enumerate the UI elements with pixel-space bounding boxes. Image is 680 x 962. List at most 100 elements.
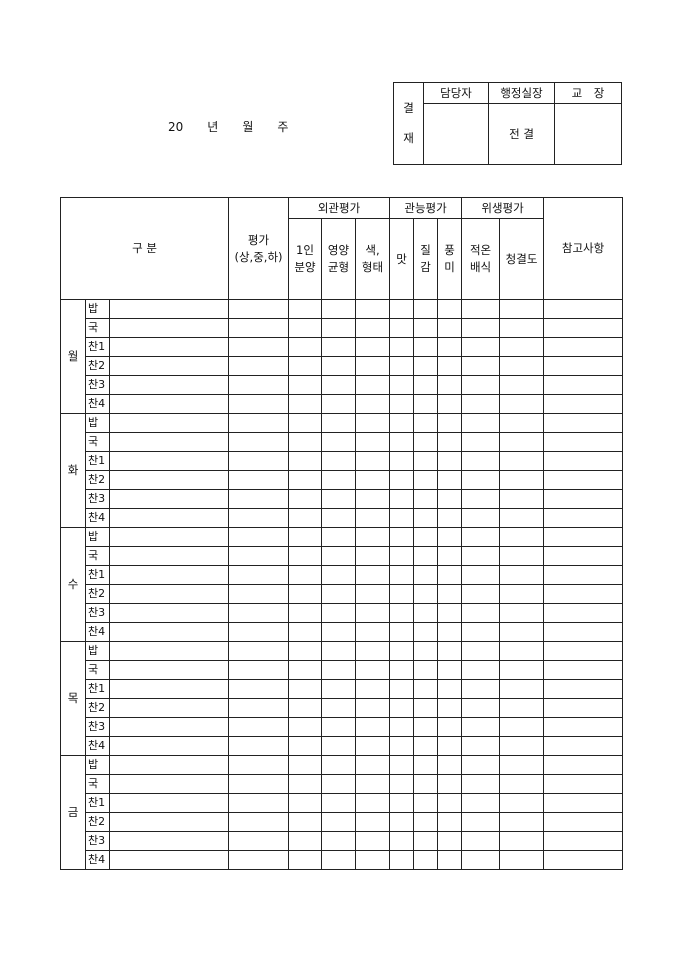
entry-cell[interactable] [228, 812, 289, 832]
entry-cell[interactable] [109, 622, 229, 642]
entry-cell[interactable] [228, 318, 289, 338]
entry-cell[interactable] [499, 679, 545, 699]
entry-cell[interactable] [389, 812, 415, 832]
entry-cell[interactable] [499, 375, 545, 395]
entry-cell[interactable] [109, 641, 229, 661]
entry-cell[interactable] [543, 774, 624, 794]
entry-cell[interactable] [389, 489, 415, 509]
entry-cell[interactable] [228, 546, 289, 566]
entry-cell[interactable] [499, 793, 545, 813]
approval-sign-admin[interactable]: 전 결 [488, 103, 555, 165]
entry-cell[interactable] [288, 622, 322, 642]
entry-cell[interactable] [499, 660, 545, 680]
entry-cell[interactable] [413, 394, 439, 414]
entry-cell[interactable] [413, 622, 439, 642]
entry-cell[interactable] [413, 337, 439, 357]
entry-cell[interactable] [461, 375, 501, 395]
entry-cell[interactable] [499, 489, 545, 509]
entry-cell[interactable] [461, 755, 501, 775]
entry-cell[interactable] [288, 603, 322, 623]
entry-cell[interactable] [499, 717, 545, 737]
entry-cell[interactable] [461, 508, 501, 528]
entry-cell[interactable] [354, 489, 391, 509]
entry-cell[interactable] [413, 755, 439, 775]
entry-cell[interactable] [461, 318, 501, 338]
entry-cell[interactable] [543, 413, 624, 433]
entry-cell[interactable] [321, 831, 356, 851]
entry-cell[interactable] [321, 527, 356, 547]
entry-cell[interactable] [109, 337, 229, 357]
entry-cell[interactable] [389, 717, 415, 737]
entry-cell[interactable] [413, 736, 439, 756]
entry-cell[interactable] [389, 565, 415, 585]
entry-cell[interactable] [354, 470, 391, 490]
entry-cell[interactable] [543, 717, 624, 737]
entry-cell[interactable] [413, 660, 439, 680]
entry-cell[interactable] [288, 375, 322, 395]
entry-cell[interactable] [321, 451, 356, 471]
entry-cell[interactable] [321, 774, 356, 794]
entry-cell[interactable] [437, 793, 463, 813]
entry-cell[interactable] [437, 812, 463, 832]
entry-cell[interactable] [437, 660, 463, 680]
entry-cell[interactable] [109, 850, 229, 870]
entry-cell[interactable] [321, 717, 356, 737]
entry-cell[interactable] [109, 774, 229, 794]
entry-cell[interactable] [354, 641, 391, 661]
entry-cell[interactable] [109, 394, 229, 414]
entry-cell[interactable] [389, 793, 415, 813]
entry-cell[interactable] [543, 755, 624, 775]
entry-cell[interactable] [228, 774, 289, 794]
entry-cell[interactable] [354, 660, 391, 680]
entry-cell[interactable] [499, 299, 545, 319]
entry-cell[interactable] [109, 679, 229, 699]
entry-cell[interactable] [228, 337, 289, 357]
entry-cell[interactable] [461, 774, 501, 794]
entry-cell[interactable] [288, 774, 322, 794]
entry-cell[interactable] [321, 470, 356, 490]
entry-cell[interactable] [437, 622, 463, 642]
entry-cell[interactable] [228, 736, 289, 756]
entry-cell[interactable] [461, 698, 501, 718]
entry-cell[interactable] [354, 755, 391, 775]
entry-cell[interactable] [288, 812, 322, 832]
entry-cell[interactable] [543, 850, 624, 870]
entry-cell[interactable] [499, 850, 545, 870]
entry-cell[interactable] [413, 831, 439, 851]
entry-cell[interactable] [354, 736, 391, 756]
entry-cell[interactable] [228, 793, 289, 813]
entry-cell[interactable] [461, 812, 501, 832]
entry-cell[interactable] [389, 375, 415, 395]
entry-cell[interactable] [109, 432, 229, 452]
entry-cell[interactable] [461, 489, 501, 509]
entry-cell[interactable] [389, 508, 415, 528]
entry-cell[interactable] [499, 812, 545, 832]
entry-cell[interactable] [389, 584, 415, 604]
entry-cell[interactable] [354, 394, 391, 414]
entry-cell[interactable] [543, 831, 624, 851]
entry-cell[interactable] [109, 584, 229, 604]
entry-cell[interactable] [354, 527, 391, 547]
entry-cell[interactable] [543, 508, 624, 528]
entry-cell[interactable] [228, 603, 289, 623]
entry-cell[interactable] [321, 812, 356, 832]
entry-cell[interactable] [543, 527, 624, 547]
entry-cell[interactable] [437, 717, 463, 737]
entry-cell[interactable] [354, 546, 391, 566]
entry-cell[interactable] [461, 622, 501, 642]
entry-cell[interactable] [543, 793, 624, 813]
entry-cell[interactable] [109, 527, 229, 547]
entry-cell[interactable] [413, 774, 439, 794]
entry-cell[interactable] [354, 603, 391, 623]
entry-cell[interactable] [389, 679, 415, 699]
entry-cell[interactable] [109, 565, 229, 585]
entry-cell[interactable] [228, 451, 289, 471]
entry-cell[interactable] [437, 489, 463, 509]
entry-cell[interactable] [354, 318, 391, 338]
entry-cell[interactable] [437, 584, 463, 604]
entry-cell[interactable] [354, 812, 391, 832]
entry-cell[interactable] [354, 717, 391, 737]
entry-cell[interactable] [228, 641, 289, 661]
entry-cell[interactable] [109, 508, 229, 528]
entry-cell[interactable] [288, 451, 322, 471]
